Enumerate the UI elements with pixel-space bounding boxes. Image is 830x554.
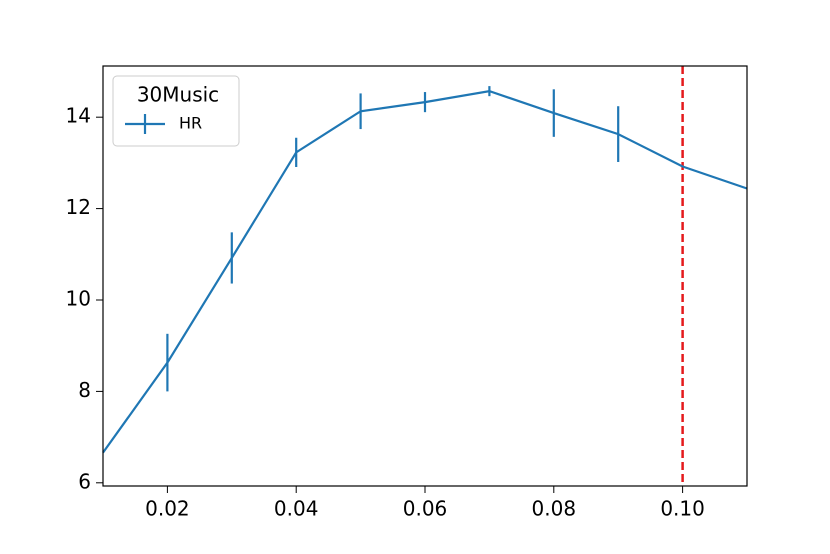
x-tick-label: 0.04 (274, 497, 319, 521)
legend-title: 30Music (137, 83, 219, 107)
y-tick-label: 12 (66, 195, 91, 219)
y-tick-label: 10 (66, 286, 91, 310)
y-tick-label: 6 (78, 469, 91, 493)
plot-frame (102, 65, 748, 487)
y-tick-label: 14 (66, 104, 91, 128)
x-tick-label: 0.06 (403, 497, 448, 521)
x-tick-label: 0.08 (532, 497, 577, 521)
x-tick-label: 0.02 (145, 497, 190, 521)
y-tick-label: 8 (78, 378, 91, 402)
legend-label: HR (179, 114, 202, 133)
x-tick-label: 0.10 (660, 497, 705, 521)
